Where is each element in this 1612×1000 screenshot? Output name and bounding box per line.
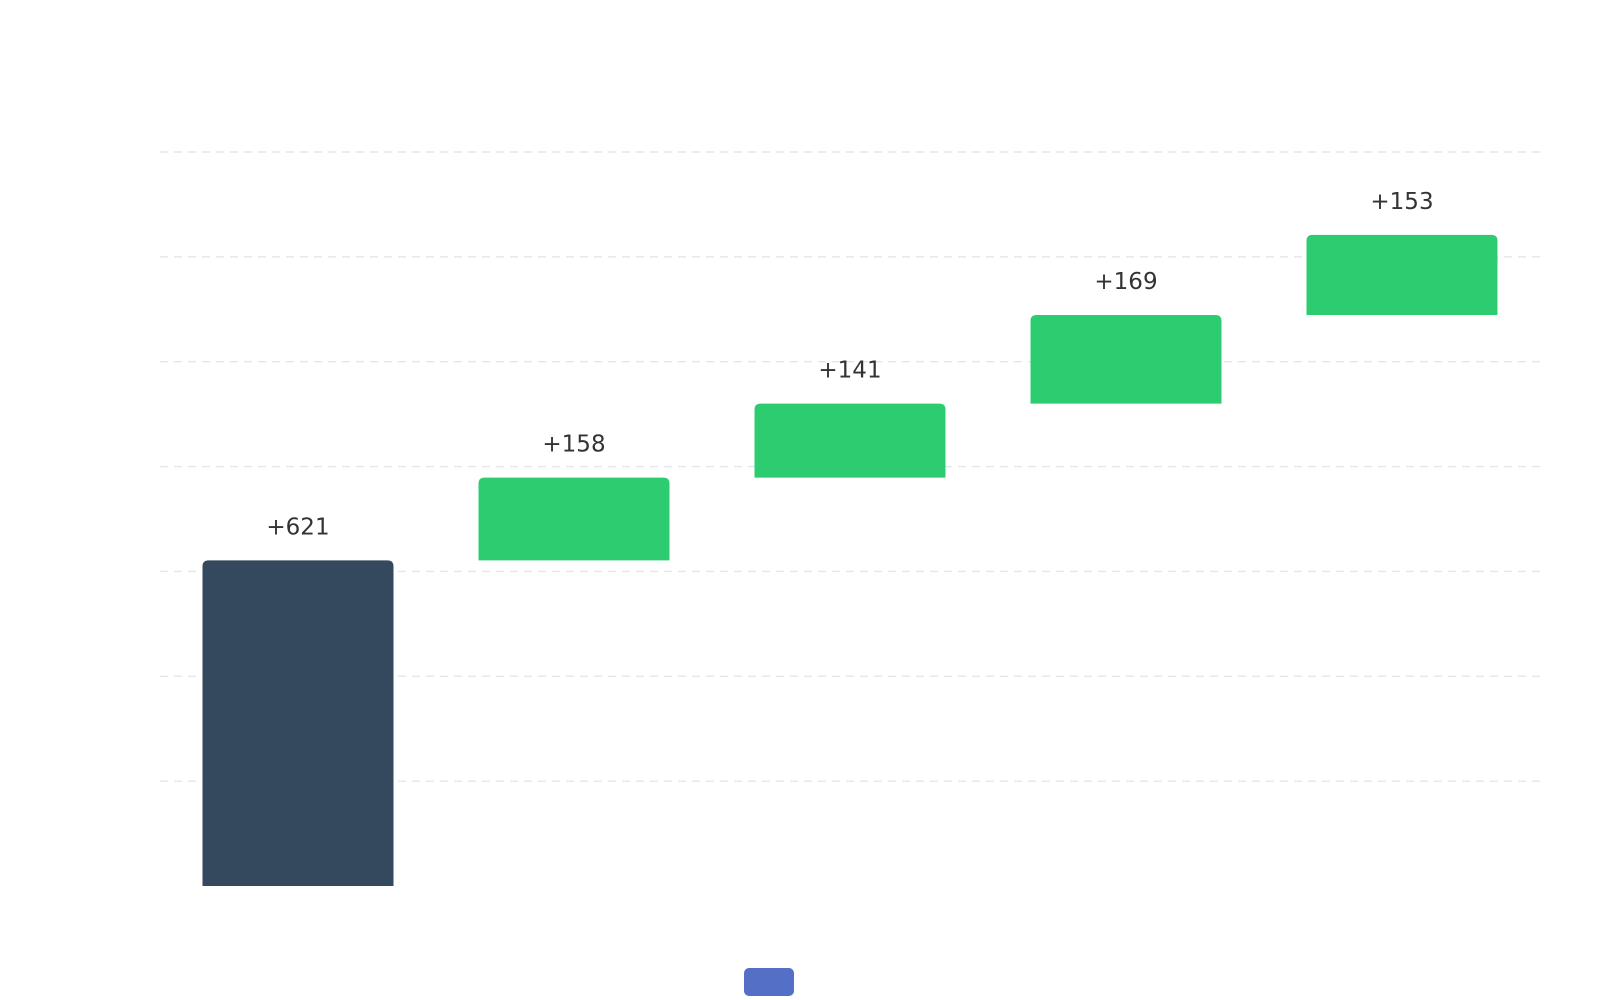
data-label: +153 [1370, 189, 1433, 215]
data-label: +169 [1094, 269, 1157, 295]
data-label: +621 [266, 514, 329, 540]
data-labels: +621 +158 +141 +169 +153 [266, 189, 1433, 541]
bar-increase[interactable] [1306, 234, 1498, 316]
bar-increase[interactable] [754, 403, 946, 478]
bar-increase[interactable] [478, 477, 670, 561]
data-label: +158 [542, 432, 605, 458]
bars [202, 234, 1498, 886]
data-label: +141 [818, 358, 881, 384]
bar-total[interactable] [202, 560, 394, 886]
bar-increase[interactable] [1030, 315, 1222, 404]
legend-item[interactable] [744, 968, 794, 996]
